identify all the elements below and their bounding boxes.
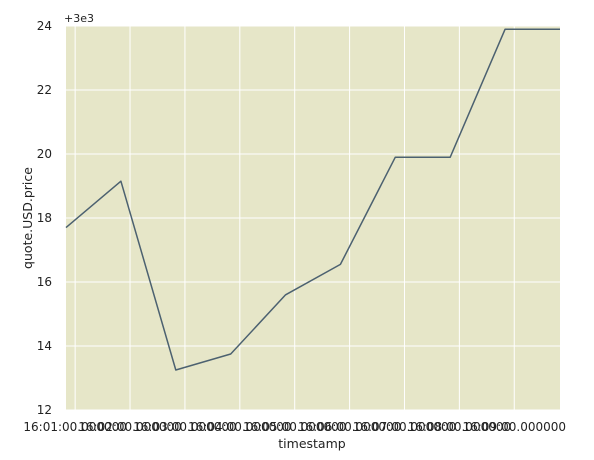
x-tick-labels: 16:01:00.00000016:02:00.00000016:03:00.0… [23,420,566,434]
y-axis-label: quote.USD.price [20,167,35,269]
y-tick-label: 16 [37,275,52,289]
x-tick-label: 16:01:00.000000 [23,420,127,434]
x-tick-label: 16:05:00.000000 [243,420,347,434]
x-tick-label: 16:03:00.000000 [133,420,237,434]
x-axis-label: timestamp [278,436,345,451]
y-offset-label: +3e3 [64,12,94,25]
x-tick-label: 16:08:00.000000 [408,420,512,434]
grid-lines [66,25,560,411]
y-tick-label: 14 [37,339,52,353]
x-tick-label: 16:02:00.000000 [78,420,182,434]
y-tick-label: 12 [37,403,52,417]
price-series-line [65,28,560,371]
y-tick-labels: 12 14 16 18 20 22 24 [37,19,52,417]
y-tick-label: 24 [37,19,52,33]
x-tick-label: 16:06:00.000000 [298,420,402,434]
y-tick-label: 22 [37,83,52,97]
y-tick-label: 18 [37,211,52,225]
x-tick-label: 16:09:00.000000 [462,420,566,434]
x-tick-label: 16:07:00.000000 [353,420,457,434]
x-tick-label: 16:04:00.000000 [188,420,292,434]
y-tick-label: 20 [37,147,52,161]
